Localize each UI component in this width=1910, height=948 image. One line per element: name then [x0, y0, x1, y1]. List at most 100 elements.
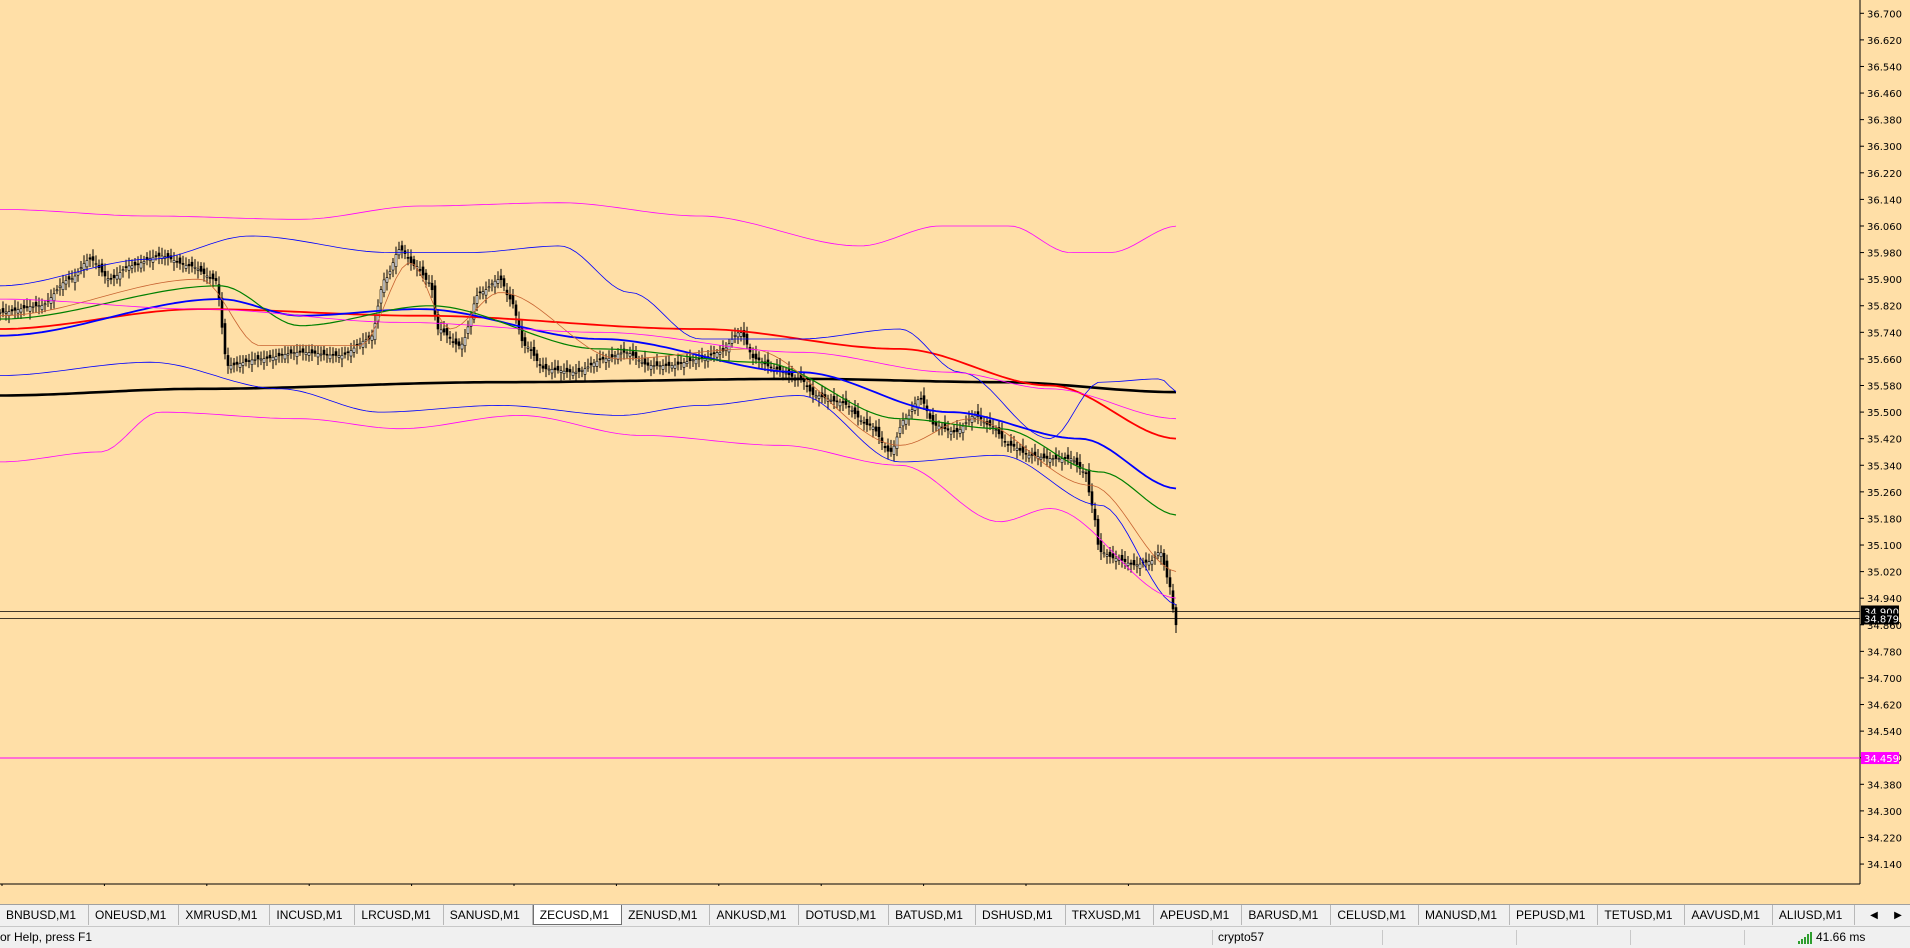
tab-tetusd-m1[interactable]: TETUSD,M1 [1598, 905, 1686, 925]
candle-bear [643, 358, 647, 365]
candle-bear [556, 365, 560, 371]
tab-trxusd-m1[interactable]: TRXUSD,M1 [1066, 905, 1154, 925]
candle-bull [694, 358, 698, 365]
candle-bull [604, 358, 608, 363]
candle-bear [880, 437, 884, 443]
tab-barusd-m1[interactable]: BARUSD,M1 [1242, 905, 1332, 925]
candle-bull [250, 359, 254, 365]
candle-bear [790, 372, 794, 377]
candle-bull [1051, 458, 1055, 460]
candle-bear [214, 278, 218, 281]
candle-bear [541, 365, 545, 369]
candle-bull [1138, 563, 1142, 569]
tab-dotusd-m1[interactable]: DOTUSD,M1 [799, 905, 890, 925]
candle-bear [100, 263, 104, 273]
candle-bull [580, 370, 584, 372]
status-divider [1212, 930, 1213, 945]
tab-zenusd-m1[interactable]: ZENUSD,M1 [622, 905, 711, 925]
candle-bull [637, 359, 641, 362]
scroll-tabs-left-icon[interactable]: ◀ [1870, 910, 1878, 921]
candle-bull [670, 365, 674, 369]
candle-bull [607, 357, 611, 361]
tab-xmrusd-m1[interactable]: XMRUSD,M1 [179, 905, 271, 925]
candle-bear [1096, 518, 1100, 545]
candle-bull [964, 422, 968, 424]
signal-bars-icon[interactable] [1798, 932, 1812, 944]
chart-area[interactable]: 36.700 36.620 36.540 36.460 36.380 36.300 36.2… [0, 0, 1910, 886]
price-tick-label: 36.380 [1867, 116, 1902, 127]
candle-bear [334, 351, 338, 356]
tab-dshusd-m1[interactable]: DSHUSD,M1 [976, 905, 1066, 925]
candle-bull [850, 410, 854, 412]
tab-sanusd-m1[interactable]: SANUSD,M1 [444, 905, 533, 925]
candle-bull [130, 265, 134, 269]
candle-bull [1039, 456, 1043, 460]
tab-batusd-m1[interactable]: BATUSD,M1 [889, 905, 976, 925]
candle-bull [358, 342, 362, 346]
candle-bull [262, 358, 266, 363]
tab-incusd-m1[interactable]: INCUSD,M1 [270, 905, 356, 925]
candle-bear [688, 357, 692, 361]
candle-bear [589, 362, 593, 366]
candle-bear [256, 355, 260, 360]
tab-lrcusd-m1[interactable]: LRCUSD,M1 [355, 905, 444, 925]
candle-bull [973, 415, 977, 419]
candle-bull [736, 332, 740, 338]
candle-bear [757, 357, 761, 361]
candle-bear [136, 263, 140, 266]
candle-bull [640, 362, 644, 364]
tab-aavusd-m1[interactable]: AAVUSD,M1 [1685, 905, 1773, 925]
bollinger-outer-upper [0, 202, 1177, 254]
tab-ai[interactable]: AI [1855, 905, 1860, 925]
candle-bear [325, 353, 329, 356]
tab-pepusd-m1[interactable]: PEPUSD,M1 [1510, 905, 1599, 925]
candle-bear [331, 353, 335, 356]
candle-bear [301, 348, 305, 353]
candle-bear [454, 338, 458, 345]
candle-bear [247, 360, 251, 362]
candle-bear [664, 363, 668, 366]
candle-bull [1069, 458, 1073, 462]
candle-bear [154, 255, 158, 257]
candle-bear [919, 397, 923, 400]
candle-bull [559, 370, 563, 373]
candle-bull [286, 353, 290, 356]
price-tick-label: 34.220 [1867, 833, 1902, 844]
candle-bull [19, 308, 23, 313]
candle-bull [184, 265, 188, 269]
tab-zecusd-m1[interactable]: ZECUSD,M1 [532, 905, 623, 925]
tab-oneusd-m1[interactable]: ONEUSD,M1 [89, 905, 180, 925]
candle-bear [178, 257, 182, 264]
candle-bull [1105, 554, 1109, 557]
price-tick-label: 34.940 [1867, 594, 1902, 605]
candle-bull [496, 279, 500, 284]
candle-bear [655, 361, 659, 366]
candle-bull [271, 356, 275, 361]
candle-bull [982, 421, 986, 424]
tab-list: BNBUSD,M1 ONEUSD,M1 XMRUSD,M1 INCUSD,M1 LRCU… [0, 905, 1860, 926]
price-tick-label: 34.140 [1867, 860, 1902, 871]
candle-bull [319, 353, 323, 356]
price-chart[interactable]: 36.700 36.620 36.540 36.460 36.380 36.300 36.2… [0, 0, 1910, 886]
price-tick-label: 36.220 [1867, 169, 1902, 180]
price-tick-label: 34.540 [1867, 727, 1902, 738]
candle-bull [391, 262, 395, 271]
candle-bull [994, 429, 998, 431]
scroll-tabs-right-icon[interactable]: ▶ [1894, 910, 1902, 921]
candle-bear [1120, 554, 1124, 561]
tab-apeusd-m1[interactable]: APEUSD,M1 [1154, 905, 1243, 925]
candle-bear [451, 341, 455, 343]
candle-bull [31, 305, 35, 308]
tab-manusd-m1[interactable]: MANUSD,M1 [1419, 905, 1511, 925]
tab-ankusd-m1[interactable]: ANKUSD,M1 [710, 905, 800, 925]
candle-bull [394, 254, 398, 267]
status-divider [1516, 930, 1517, 945]
tab-aliusd-m1[interactable]: ALIUSD,M1 [1773, 905, 1856, 925]
tab-bnbusd-m1[interactable]: BNBUSD,M1 [0, 905, 90, 925]
help-text: or Help, press F1 [0, 930, 93, 944]
candle-bull [229, 365, 233, 370]
tab-celusd-m1[interactable]: CELUSD,M1 [1331, 905, 1420, 925]
candle-bull [196, 268, 200, 271]
candle-bear [406, 257, 410, 259]
candle-bear [244, 358, 248, 362]
